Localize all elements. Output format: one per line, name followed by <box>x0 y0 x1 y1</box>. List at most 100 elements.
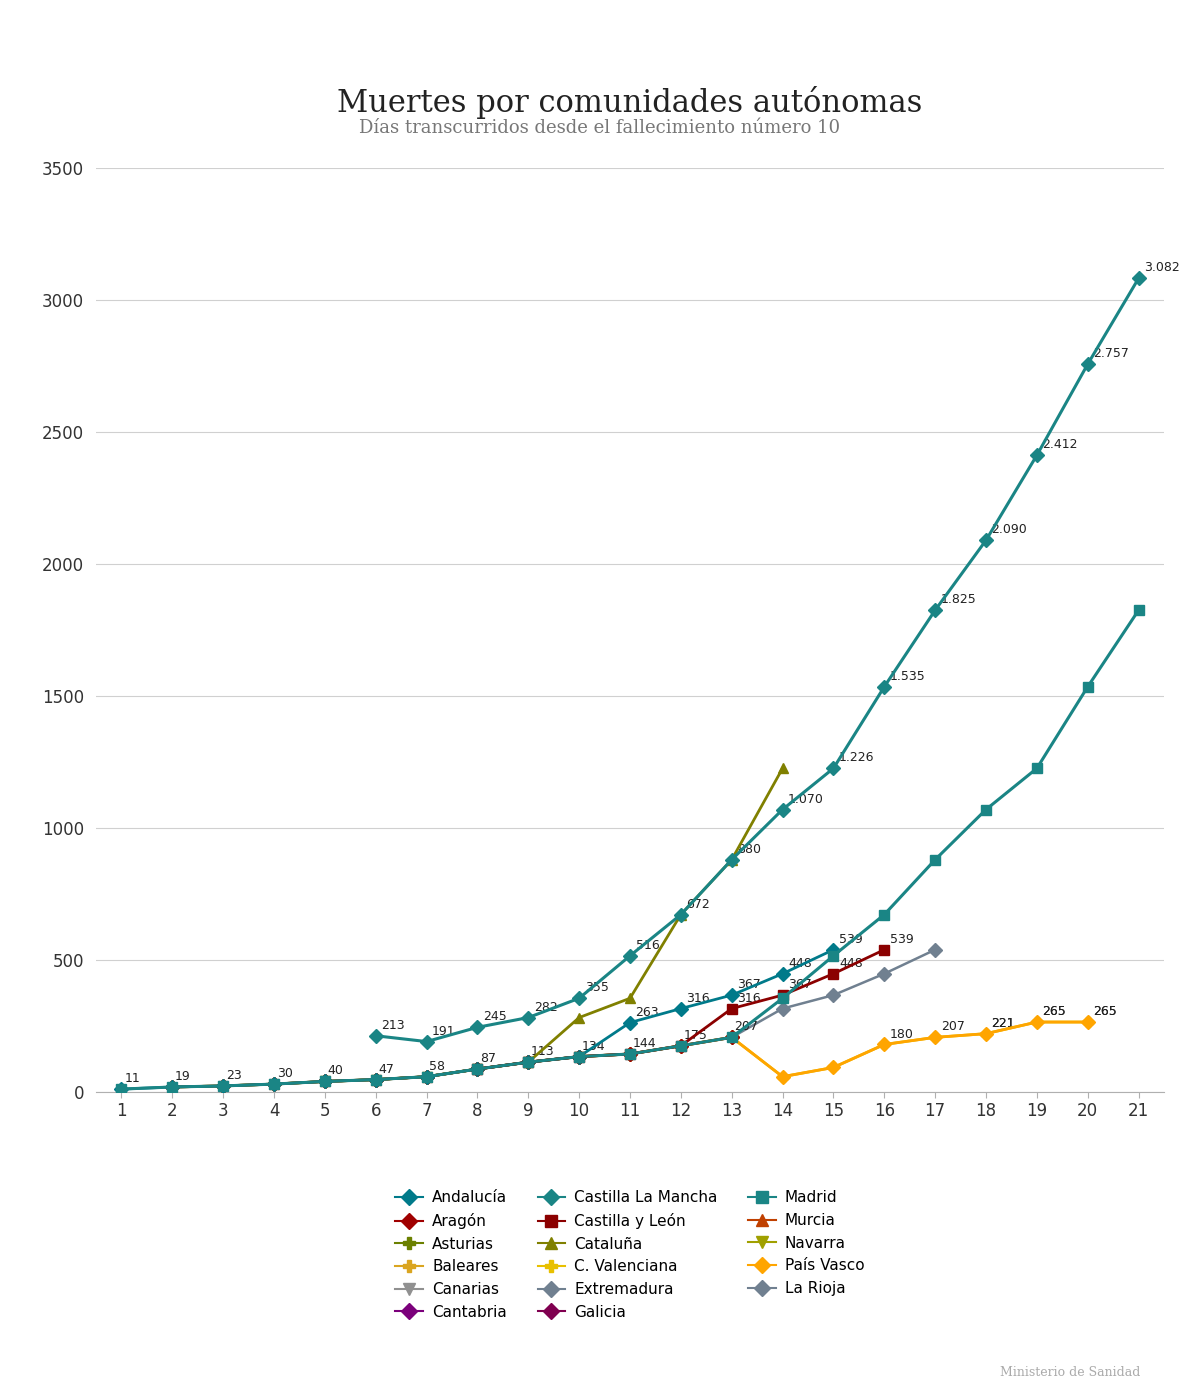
C. Valenciana <box>318 1072 332 1089</box>
Text: 539: 539 <box>890 932 913 946</box>
Text: 207: 207 <box>734 1021 758 1033</box>
Madrid <box>114 1081 128 1098</box>
Text: 144: 144 <box>632 1037 656 1050</box>
Text: 191: 191 <box>432 1025 456 1037</box>
C. Valenciana <box>775 1068 790 1085</box>
Castilla y León <box>827 966 841 983</box>
Madrid <box>318 1072 332 1089</box>
Baleares <box>521 1054 535 1071</box>
Madrid <box>725 1029 739 1046</box>
Asturias <box>419 1068 433 1085</box>
Text: 448: 448 <box>839 956 863 970</box>
Cantabria <box>419 1068 433 1085</box>
Line: Cataluña: Cataluña <box>523 763 787 1067</box>
País Vasco <box>419 1068 433 1085</box>
Murcia <box>368 1071 383 1088</box>
Baleares <box>318 1072 332 1089</box>
Andalucía <box>470 1061 485 1078</box>
Castilla La Mancha <box>673 906 688 923</box>
Castilla La Mancha <box>827 760 841 777</box>
C. Valenciana <box>623 1046 637 1063</box>
Text: 316: 316 <box>737 991 761 1005</box>
Extremadura <box>470 1061 485 1078</box>
Castilla y León <box>673 1037 688 1054</box>
Text: 265: 265 <box>1043 1005 1066 1018</box>
Andalucía <box>623 1014 637 1030</box>
Castilla La Mancha <box>419 1033 433 1050</box>
Text: 11: 11 <box>125 1072 140 1085</box>
Galicia <box>419 1068 433 1085</box>
Murcia <box>318 1072 332 1089</box>
Text: 1.825: 1.825 <box>941 594 977 606</box>
Madrid <box>266 1075 281 1092</box>
Aragón <box>368 1071 383 1088</box>
Line: País Vasco: País Vasco <box>168 1018 1092 1092</box>
País Vasco <box>979 1025 994 1042</box>
C. Valenciana <box>368 1071 383 1088</box>
Aragón <box>318 1072 332 1089</box>
Castilla y León <box>623 1046 637 1063</box>
Castilla La Mancha <box>368 1028 383 1044</box>
Murcia <box>419 1068 433 1085</box>
Line: Castilla y León: Castilla y León <box>473 945 889 1074</box>
La Rioja <box>572 1049 587 1065</box>
Cataluña <box>775 760 790 777</box>
Text: 1.535: 1.535 <box>890 669 925 683</box>
Aragón <box>470 1061 485 1078</box>
Canarias <box>470 1061 485 1078</box>
Andalucía <box>266 1075 281 1092</box>
Text: 265: 265 <box>1093 1005 1117 1018</box>
La Rioja <box>827 987 841 1004</box>
Castilla La Mancha <box>521 1009 535 1026</box>
Text: 316: 316 <box>686 991 710 1005</box>
País Vasco <box>1030 1014 1044 1030</box>
Text: 40: 40 <box>328 1064 343 1078</box>
Navarra <box>318 1072 332 1089</box>
Text: 23: 23 <box>226 1070 241 1082</box>
Line: C. Valenciana: C. Valenciana <box>168 1018 1092 1092</box>
Aragón <box>521 1054 535 1071</box>
Castilla y León <box>572 1049 587 1065</box>
Legend: Andalucía, Aragón, Asturias, Baleares, Canarias, Cantabria, Castilla La Mancha, : Andalucía, Aragón, Asturias, Baleares, C… <box>388 1183 872 1327</box>
Text: 213: 213 <box>382 1019 404 1032</box>
Line: Galicia: Galicia <box>371 1051 584 1085</box>
Cataluña <box>572 1009 587 1026</box>
Aragón <box>266 1075 281 1092</box>
Andalucía <box>572 1049 587 1065</box>
C. Valenciana <box>470 1061 485 1078</box>
Line: Extremadura: Extremadura <box>371 1049 635 1085</box>
País Vasco <box>266 1075 281 1092</box>
Andalucía <box>827 941 841 958</box>
Text: 2.090: 2.090 <box>991 524 1027 536</box>
Castilla y León <box>775 987 790 1004</box>
C. Valenciana <box>928 1029 942 1046</box>
Navarra <box>572 1049 587 1065</box>
Navarra <box>419 1068 433 1085</box>
Text: 3.082: 3.082 <box>1144 262 1180 274</box>
Aragón <box>572 1049 587 1065</box>
País Vasco <box>521 1054 535 1071</box>
Text: 355: 355 <box>584 981 608 994</box>
Baleares <box>470 1061 485 1078</box>
Andalucía <box>775 966 790 983</box>
Madrid <box>1080 679 1094 696</box>
Extremadura <box>572 1049 587 1065</box>
Text: 2.412: 2.412 <box>1043 438 1078 451</box>
Navarra <box>470 1061 485 1078</box>
Cantabria <box>470 1061 485 1078</box>
Text: 207: 207 <box>941 1021 965 1033</box>
País Vasco <box>216 1078 230 1095</box>
Madrid <box>521 1054 535 1071</box>
Cataluña <box>725 851 739 868</box>
Text: 30: 30 <box>277 1067 293 1081</box>
Canarias <box>266 1075 281 1092</box>
Canarias <box>318 1072 332 1089</box>
C. Valenciana <box>725 1029 739 1046</box>
Text: 87: 87 <box>480 1051 497 1065</box>
Madrid <box>216 1078 230 1095</box>
Madrid <box>775 990 790 1007</box>
Castilla La Mancha <box>572 990 587 1007</box>
Title: Muertes por comunidades autónomas: Muertes por comunidades autónomas <box>337 87 923 119</box>
Text: 367: 367 <box>737 979 761 991</box>
Madrid <box>979 801 994 818</box>
